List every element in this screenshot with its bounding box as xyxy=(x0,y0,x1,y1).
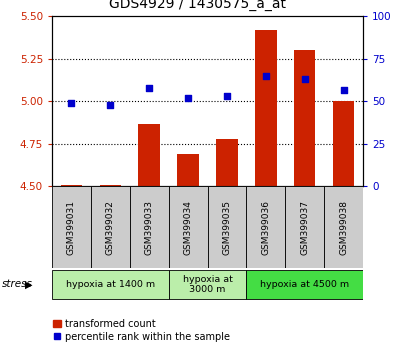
Legend: transformed count, percentile rank within the sample: transformed count, percentile rank withi… xyxy=(49,315,233,346)
Point xyxy=(224,93,230,99)
Bar xyxy=(169,270,246,299)
Text: stress: stress xyxy=(2,279,33,290)
Text: GSM399032: GSM399032 xyxy=(106,200,115,255)
Text: GSM399034: GSM399034 xyxy=(184,200,193,255)
Point xyxy=(107,102,113,108)
Bar xyxy=(246,270,363,299)
Point xyxy=(340,87,347,92)
Bar xyxy=(246,187,285,268)
Text: GSM399037: GSM399037 xyxy=(300,200,309,255)
Text: hypoxia at
3000 m: hypoxia at 3000 m xyxy=(182,275,232,294)
Bar xyxy=(324,187,363,268)
Point xyxy=(146,85,152,91)
Text: GSM399031: GSM399031 xyxy=(67,200,76,255)
Text: hypoxia at 4500 m: hypoxia at 4500 m xyxy=(260,280,349,289)
Bar xyxy=(255,30,276,187)
Bar xyxy=(333,102,354,187)
Bar xyxy=(169,187,207,268)
Bar xyxy=(100,185,121,187)
Text: GSM399036: GSM399036 xyxy=(261,200,270,255)
Bar xyxy=(91,187,130,268)
Text: GSM399033: GSM399033 xyxy=(145,200,154,255)
Bar xyxy=(130,187,169,268)
Text: ▶: ▶ xyxy=(24,279,32,290)
Bar xyxy=(285,187,324,268)
Bar xyxy=(207,187,246,268)
Bar xyxy=(216,139,238,187)
Point xyxy=(185,95,191,101)
Point xyxy=(301,76,308,82)
Bar xyxy=(139,124,160,187)
Bar xyxy=(177,154,199,187)
Bar xyxy=(52,270,169,299)
Text: GSM399035: GSM399035 xyxy=(222,200,231,255)
Bar xyxy=(52,187,91,268)
Point xyxy=(263,73,269,79)
Bar xyxy=(61,185,82,187)
Text: GDS4929 / 1430575_a_at: GDS4929 / 1430575_a_at xyxy=(109,0,286,11)
Text: GSM399038: GSM399038 xyxy=(339,200,348,255)
Bar xyxy=(294,51,315,187)
Text: hypoxia at 1400 m: hypoxia at 1400 m xyxy=(66,280,155,289)
Point xyxy=(68,100,75,106)
